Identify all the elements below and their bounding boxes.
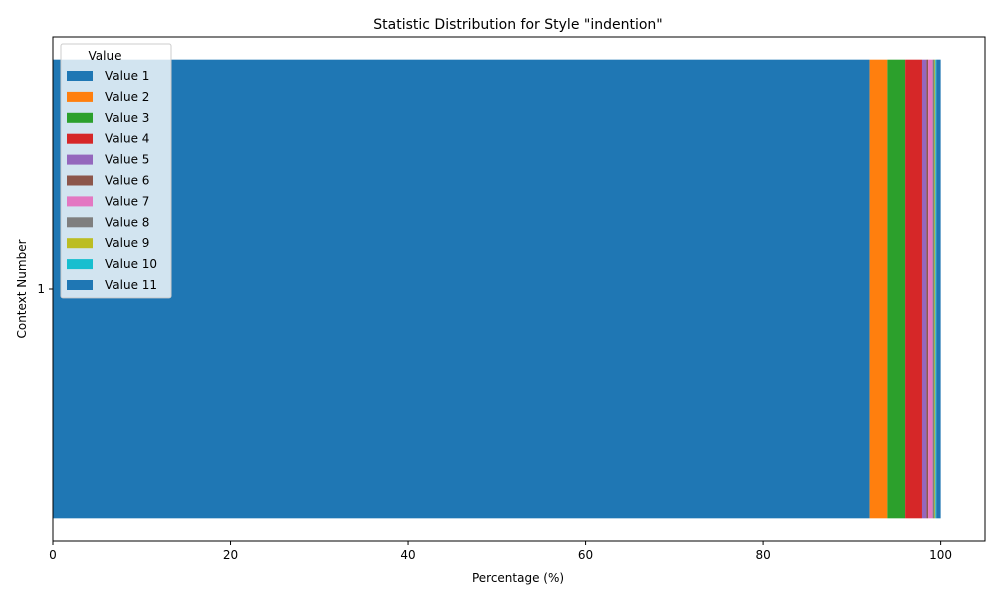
legend-entry: Value 11 xyxy=(105,278,157,292)
legend-entry: Value 5 xyxy=(105,153,149,167)
legend-swatch xyxy=(67,154,93,165)
bar-segment-7 xyxy=(928,59,933,519)
bar-segment-2 xyxy=(869,59,888,519)
x-tick-label: 20 xyxy=(223,548,238,562)
x-tick-label: 0 xyxy=(49,548,57,562)
legend-swatch xyxy=(67,91,93,102)
x-tick-label: 100 xyxy=(929,548,952,562)
legend-swatch xyxy=(67,112,93,123)
x-tick-label: 60 xyxy=(578,548,593,562)
bar-segments xyxy=(53,59,941,519)
legend-box xyxy=(60,43,172,299)
legend-entry: Value 8 xyxy=(105,215,149,229)
legend-swatch xyxy=(67,259,93,270)
bar-segment-8 xyxy=(932,59,935,519)
legend-swatch xyxy=(67,71,93,81)
bar-segment-9 xyxy=(934,59,936,519)
chart-title: Statistic Distribution for Style "indent… xyxy=(373,17,662,33)
legend-swatch xyxy=(67,238,93,249)
legend-entry: Value 9 xyxy=(105,236,149,250)
bar-segment-10 xyxy=(935,59,937,519)
y-tick-label: 1 xyxy=(37,282,45,296)
legend-entry: Value 10 xyxy=(105,257,157,271)
legend-entry: Value 3 xyxy=(105,111,149,125)
x-axis-label: Percentage (%) xyxy=(472,571,564,585)
legend-swatch xyxy=(67,280,93,290)
bar-segment-3 xyxy=(887,59,906,519)
bar-segment-6 xyxy=(926,59,929,519)
x-tick-label: 80 xyxy=(755,548,770,562)
x-axis: 0 20 40 60 80 100 xyxy=(49,541,952,562)
y-axis: 1 xyxy=(37,282,53,296)
bar-segment-4 xyxy=(905,59,922,519)
legend-swatch xyxy=(67,133,93,144)
x-tick-label: 40 xyxy=(400,548,415,562)
bar-segment-1 xyxy=(53,59,870,519)
legend-title: Value xyxy=(89,49,122,63)
legend-entry: Value 1 xyxy=(105,69,149,83)
legend-entry: Value 6 xyxy=(105,174,149,188)
legend-entry: Value 4 xyxy=(105,132,149,146)
bar-segment-11 xyxy=(936,59,941,519)
bar-segment-5 xyxy=(921,59,927,519)
y-axis-label: Context Number xyxy=(15,239,29,338)
legend-swatch xyxy=(67,217,93,228)
legend-entry: Value 2 xyxy=(105,90,149,104)
legend-swatch xyxy=(67,196,93,207)
legend: Value Value 1 Value 2 Value 3 Value 4 Value 5… xyxy=(60,43,172,299)
legend-swatch xyxy=(67,175,93,186)
legend-entry: Value 7 xyxy=(105,194,149,208)
